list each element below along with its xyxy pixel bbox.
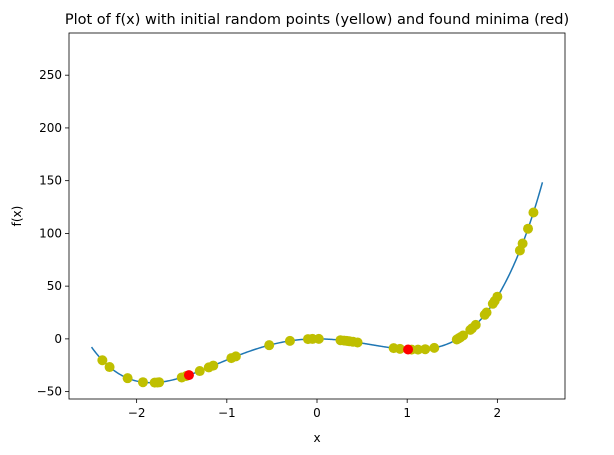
y-tick-label: 50 bbox=[47, 279, 62, 293]
plot-area bbox=[69, 33, 565, 399]
y-axis-ticks: −50 0 50 100 150 200 250 bbox=[37, 68, 69, 399]
x-tick-label: −2 bbox=[128, 406, 146, 420]
initial-point bbox=[470, 319, 481, 330]
initial-point bbox=[413, 344, 423, 355]
y-tick-label: 150 bbox=[39, 174, 62, 188]
x-tick-label: −1 bbox=[218, 406, 236, 420]
y-tick-label: 100 bbox=[39, 226, 62, 240]
x-tick-label: 1 bbox=[403, 406, 411, 420]
initial-point bbox=[352, 337, 363, 348]
chart-title: Plot of f(x) with initial random points … bbox=[65, 12, 569, 28]
initial-point bbox=[481, 307, 492, 318]
y-tick-label: 0 bbox=[54, 332, 62, 346]
initial-points-layer bbox=[97, 207, 539, 388]
y-tick-label: 250 bbox=[39, 68, 62, 82]
initial-point bbox=[264, 340, 275, 351]
x-axis-label: x bbox=[313, 431, 320, 445]
minimum-point bbox=[183, 370, 194, 381]
initial-point bbox=[458, 330, 469, 341]
initial-point bbox=[208, 360, 219, 371]
initial-point bbox=[313, 333, 324, 344]
initial-point bbox=[394, 343, 405, 354]
minimum-point bbox=[403, 344, 414, 355]
initial-point bbox=[429, 342, 440, 353]
initial-point bbox=[420, 344, 431, 355]
initial-point bbox=[517, 238, 528, 249]
initial-point bbox=[492, 291, 503, 302]
initial-point bbox=[137, 377, 148, 388]
y-tick-label: −50 bbox=[37, 385, 62, 399]
initial-point bbox=[154, 377, 165, 388]
y-axis-label: f(x) bbox=[10, 206, 24, 227]
initial-point bbox=[230, 351, 241, 362]
minima-layer bbox=[183, 344, 414, 381]
initial-point bbox=[97, 355, 108, 366]
x-axis-ticks: −2 −1 0 1 2 bbox=[128, 399, 501, 420]
initial-point bbox=[284, 335, 295, 346]
initial-point bbox=[528, 207, 539, 218]
initial-point bbox=[523, 223, 534, 234]
y-tick-label: 200 bbox=[39, 121, 62, 135]
x-tick-label: 0 bbox=[313, 406, 321, 420]
initial-point bbox=[104, 362, 115, 373]
initial-point bbox=[122, 373, 133, 384]
x-tick-label: 2 bbox=[494, 406, 502, 420]
initial-point bbox=[194, 366, 205, 377]
